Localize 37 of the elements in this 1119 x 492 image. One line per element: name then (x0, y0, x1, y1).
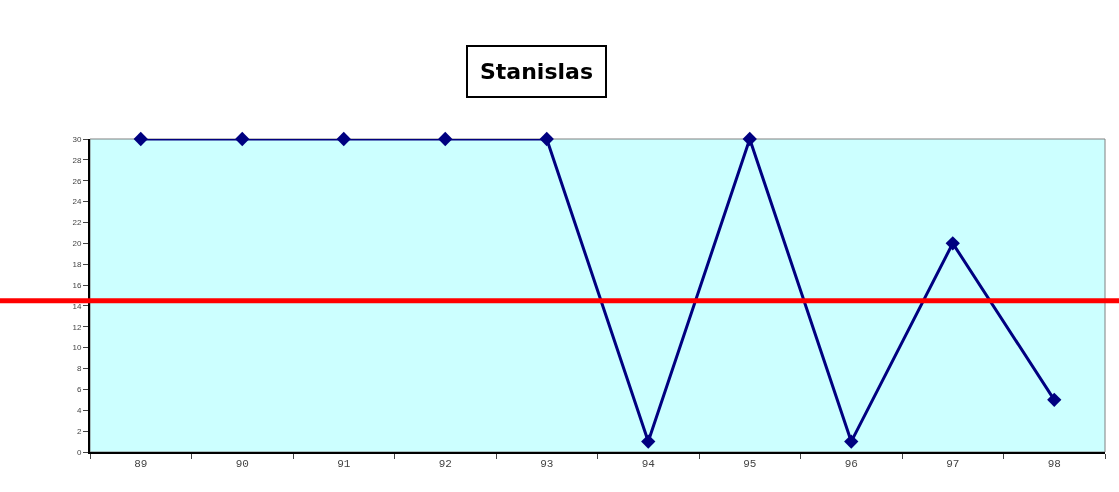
y-tick-label: 8 (76, 364, 82, 374)
y-tick-label: 26 (72, 176, 82, 186)
point (641, 434, 656, 449)
y-tick-label: 14 (72, 301, 82, 311)
point (438, 131, 453, 147)
point (539, 131, 554, 147)
point (133, 131, 148, 147)
x-tick-label: 96 (844, 458, 858, 471)
y-tick-label: 10 (72, 343, 82, 353)
x-tick-label: 91 (337, 458, 351, 471)
y-tick-label: 16 (72, 280, 82, 290)
point (945, 236, 960, 251)
y-tick-label: 22 (72, 218, 82, 228)
x-tick-label: 93 (540, 458, 554, 471)
y-tick-label: 4 (76, 406, 82, 416)
y-tick-label: 12 (72, 322, 82, 332)
y-tick-label: 6 (76, 385, 82, 395)
x-tick-label: 92 (438, 458, 452, 471)
point (1047, 392, 1062, 407)
x-tick-label: 90 (235, 458, 249, 471)
x-tick-label: 95 (743, 458, 757, 471)
x-tick-label: 94 (641, 458, 656, 471)
x-tick-label: 89 (134, 458, 148, 471)
point (844, 434, 859, 449)
point (336, 131, 351, 147)
y-tick-label: 2 (76, 426, 82, 436)
point (235, 131, 250, 147)
y-tick-label: 20 (72, 239, 82, 249)
y-tick-label: 24 (72, 197, 82, 207)
x-tick-label: 98 (1047, 458, 1061, 471)
y-tick-label: 0 (76, 447, 82, 457)
chart-title: Stanislas (480, 59, 593, 84)
y-tick-label: 18 (72, 260, 82, 269)
y-tick-label: 28 (72, 155, 82, 165)
point (742, 131, 757, 147)
x-tick-label: 97 (946, 458, 960, 471)
y-tick-label: 30 (72, 134, 82, 144)
